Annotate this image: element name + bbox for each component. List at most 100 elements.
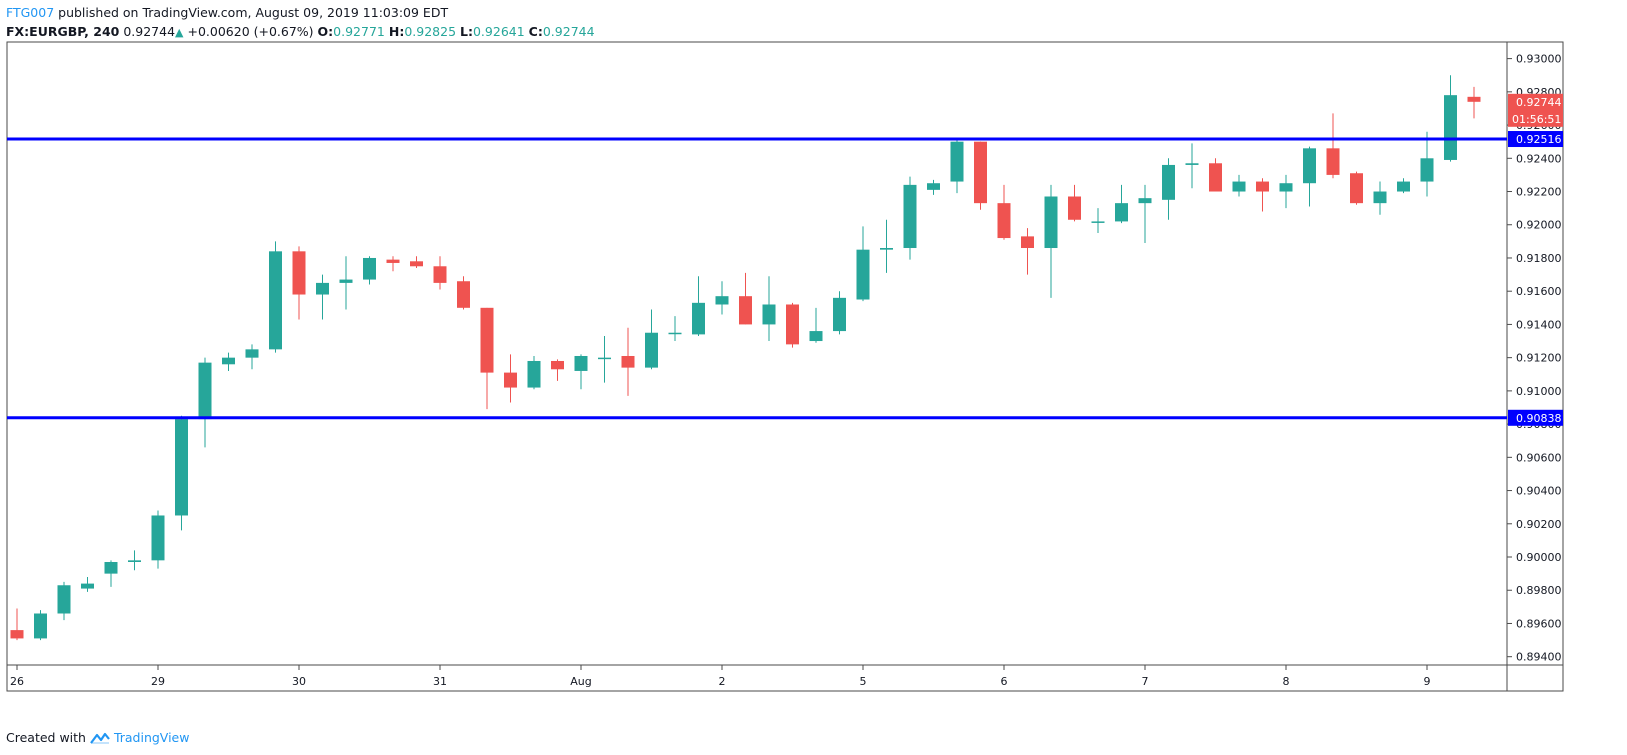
candle-body-up — [175, 419, 188, 516]
candle-body-down — [410, 261, 423, 267]
candle-body-up — [833, 297, 846, 332]
last-price-badge — [1508, 93, 1563, 127]
last-price-label: 0.92744 — [1516, 96, 1562, 109]
candle-body-down — [10, 630, 24, 639]
x-tick-label: 30 — [292, 675, 306, 688]
candle-body-down — [786, 304, 799, 345]
candle-body-up — [339, 279, 353, 283]
tradingview-brand-link[interactable]: TradingView — [113, 730, 190, 745]
candle-body-up — [222, 357, 235, 365]
candle-body-up — [856, 249, 870, 300]
candle-body-down — [480, 307, 494, 373]
x-tick-label: 7 — [1142, 675, 1149, 688]
candle-body-up — [57, 585, 71, 614]
high-value: 0.92825 — [404, 24, 457, 39]
candle-body-up — [950, 141, 964, 182]
candle-body-down — [739, 296, 752, 325]
open-label: O: — [317, 24, 334, 39]
candle-body-up — [1420, 158, 1434, 182]
candle-body-up — [809, 331, 823, 342]
candle-body-up — [880, 248, 893, 250]
candle-body-up — [104, 561, 118, 574]
bar-countdown-label: 01:56:51 — [1512, 113, 1561, 126]
candle-body-up — [645, 332, 658, 368]
symbol-label: FX:EURGBP, 240 — [6, 24, 120, 39]
y-tick-label: 0.92000 — [1516, 219, 1562, 232]
quote-line: FX:EURGBP, 240 0.92744▲ +0.00620 (+0.67%… — [6, 22, 595, 42]
y-tick-label: 0.90000 — [1516, 551, 1562, 564]
y-tick-label: 0.92400 — [1516, 152, 1562, 165]
candle-body-up — [1162, 164, 1175, 200]
candle-body-up — [269, 251, 282, 350]
low-value: 0.92641 — [472, 24, 525, 39]
chart-frame — [6, 41, 1564, 692]
level-price-badge — [1508, 131, 1563, 148]
y-tick-label: 0.91600 — [1516, 285, 1562, 298]
x-tick-label: 8 — [1283, 675, 1290, 688]
candle-body-down — [1467, 96, 1481, 102]
tradingview-logo-icon — [90, 731, 110, 748]
candle-body-down — [457, 281, 470, 308]
x-tick-label: 31 — [433, 675, 447, 688]
x-tick-label: 5 — [860, 675, 867, 688]
candle-body-down — [1021, 236, 1034, 249]
candle-body-down — [292, 251, 306, 295]
candle-body-up — [762, 304, 776, 325]
candle-body-up — [1279, 183, 1293, 192]
candle-body-down — [1256, 181, 1269, 192]
candle-body-down — [1068, 196, 1081, 220]
publish-line: FTG007 published on TradingView.com, Aug… — [6, 3, 595, 22]
candle-body-up — [1303, 148, 1316, 184]
close-value: 0.92744 — [542, 24, 595, 39]
y-tick-label: 0.89800 — [1516, 584, 1562, 597]
candle-body-up — [245, 349, 259, 358]
candle-body-up — [692, 302, 705, 335]
y-tick-label: 0.91800 — [1516, 252, 1562, 265]
candle-body-up — [1138, 198, 1152, 204]
candle-body-up — [198, 362, 212, 420]
level-price-label: 0.92516 — [1516, 133, 1562, 146]
price-change: +0.00620 (+0.67%) — [187, 24, 314, 39]
candle-body-down — [1350, 173, 1363, 204]
candle-body-down — [386, 259, 400, 263]
candle-body-up — [34, 613, 47, 639]
created-with-text: Created with — [6, 730, 86, 745]
y-tick-label: 0.91000 — [1516, 385, 1562, 398]
level-price-label: 0.90838 — [1516, 412, 1562, 425]
chart-header: FTG007 published on TradingView.com, Aug… — [6, 3, 595, 42]
candle-body-down — [997, 203, 1011, 239]
candle-body-up — [1397, 181, 1410, 192]
y-tick-label: 0.90400 — [1516, 485, 1562, 498]
y-tick-label: 0.91200 — [1516, 352, 1562, 365]
candle-body-up — [1444, 95, 1457, 160]
y-tick-label: 0.90200 — [1516, 518, 1562, 531]
candle-body-down — [504, 372, 517, 388]
candle-body-up — [1091, 221, 1105, 223]
candle-body-up — [1185, 163, 1199, 165]
candle-body-down — [974, 141, 987, 204]
candle-body-up — [1232, 181, 1246, 192]
candle-body-up — [1373, 191, 1387, 204]
level-price-badge — [1508, 409, 1563, 426]
candle-body-up — [1044, 196, 1058, 249]
candle-body-up — [151, 515, 165, 561]
candle-body-down — [551, 360, 564, 370]
candle-body-down — [1326, 148, 1340, 175]
x-tick-label: 26 — [10, 675, 24, 688]
last-price: 0.92744 — [123, 24, 176, 39]
y-tick-label: 0.89600 — [1516, 617, 1562, 630]
author-link[interactable]: FTG007 — [6, 5, 55, 20]
open-value: 0.92771 — [333, 24, 385, 39]
candle-body-down — [1209, 163, 1222, 192]
y-tick-label: 0.89400 — [1516, 651, 1562, 664]
candle-body-up — [527, 360, 541, 388]
candle-body-up — [128, 560, 141, 562]
up-arrow-icon: ▲ — [175, 26, 184, 39]
candle-body-up — [903, 184, 917, 249]
x-tick-label: 29 — [151, 675, 165, 688]
candle-body-down — [621, 355, 635, 368]
x-tick-label: 2 — [719, 675, 726, 688]
y-tick-label: 0.92200 — [1516, 186, 1562, 199]
x-tick-label: Aug — [570, 675, 591, 688]
